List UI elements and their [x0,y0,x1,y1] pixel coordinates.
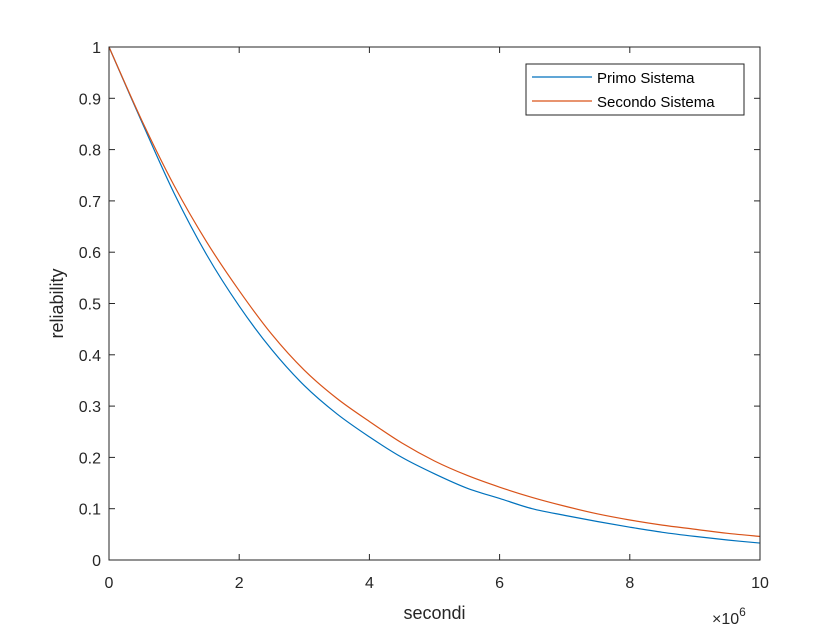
x-tick-label: 0 [105,575,114,592]
x-tick-label: 2 [235,575,244,592]
plot-area [109,47,760,560]
x-axis-label: secondi [403,603,465,623]
tick-labels-layer: 0 2 4 6 8 10 0 0.1 0.2 0.3 0.4 0.5 0.6 0.7 0.8 0.9 1 [79,40,769,592]
y-tick-label: 1 [92,40,101,57]
series-line-primo-sistema [108,46,761,544]
x-tick-label: 8 [625,575,634,592]
y-tick-label: 0.6 [79,245,101,262]
legend-box [525,63,745,116]
x-tick-label: 6 [495,575,504,592]
legend-label-primo-sistema: Primo Sistema [597,70,695,87]
x-tick-label: 4 [365,575,374,592]
y-tick-label: 0 [92,553,101,570]
legend-label-secondo-sistema: Secondo Sistema [597,94,715,111]
legend: Primo Sistema Secondo Sistema [525,63,745,116]
y-tick-label: 0.1 [79,502,101,519]
y-tick-label: 0.9 [79,91,101,108]
y-tick-label: 0.4 [79,348,101,365]
y-tick-label: 0.8 [79,143,101,160]
series-line-secondo-sistema [108,46,761,537]
y-tick-label: 0.7 [79,194,101,211]
y-tick-label: 0.5 [79,297,101,314]
plot-frame [108,46,761,561]
x-exponent-label: ×106 [712,605,746,628]
x-tick-label: 10 [751,575,769,592]
y-tick-label: 0.3 [79,399,101,416]
x-exponent-base: ×10 [712,611,739,628]
y-tick-label: 0.2 [79,450,101,467]
series-layer [108,46,761,544]
y-axis-label: reliability [47,268,67,338]
x-exponent-power: 6 [739,605,746,619]
